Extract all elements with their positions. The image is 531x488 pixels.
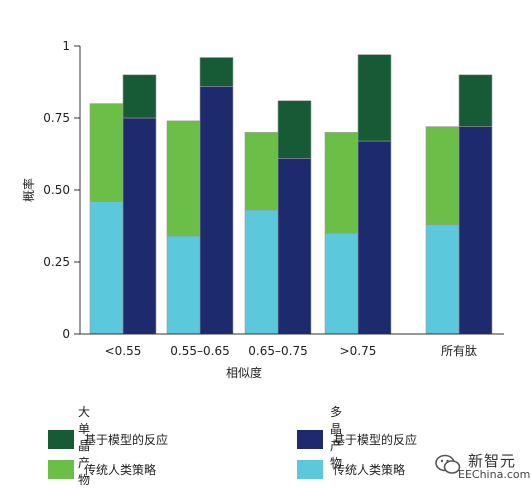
bar-segment: [458, 126, 493, 335]
legend-item-large-human: 传统人类策略: [48, 460, 156, 479]
legend-swatch: [297, 430, 323, 449]
wechat-icon: [435, 454, 461, 474]
watermark-name: 新智元: [468, 452, 517, 470]
x-tick-label: 0.65–0.75: [248, 344, 307, 358]
y-axis-title: 概率: [21, 178, 36, 202]
legend-item-large-model: 基于模型的反应: [48, 430, 168, 449]
legend-label: 基于模型的反应: [84, 433, 169, 447]
legend-item-poly-human: 传统人类策略: [297, 460, 405, 479]
x-tick-label: >0.75: [340, 344, 377, 358]
legend-title-poly-crystal: 多晶产物: [330, 405, 343, 470]
legend-swatch: [48, 460, 74, 479]
bar-segment: [324, 232, 359, 335]
legend-item-poly-model: 基于模型的反应: [297, 430, 417, 449]
bar-segment: [425, 224, 460, 335]
x-axis-title: 相似度: [226, 365, 262, 380]
bar-segment: [166, 235, 201, 335]
stacked-bar-chart: 0 0.25 0.50 0.75 1 <0.55 0.55–0.65 0.65–0.75 >0…: [21, 39, 504, 380]
legend-label: 传统人类策略: [333, 463, 406, 477]
bar-segment: [166, 120, 201, 237]
legend-swatch: [48, 430, 74, 449]
bar-segment: [122, 74, 157, 119]
bar-segment: [357, 54, 392, 142]
y-ticks: 0 0.25 0.50 0.75 1: [43, 39, 80, 341]
legend-label: 传统人类策略: [84, 463, 157, 477]
watermark: 新智元 EEChina.com: [428, 450, 531, 484]
bar-segment: [324, 132, 359, 234]
x-tick-label: 0.55–0.65: [170, 344, 229, 358]
y-tick-label: 0.50: [43, 183, 70, 197]
x-ticks: <0.55 0.55–0.65 0.65–0.75 >0.75 所有肽: [105, 343, 477, 358]
bar-segment: [89, 103, 124, 202]
y-tick-label: 0.75: [43, 111, 70, 125]
x-tick-label: 所有肽: [441, 343, 477, 358]
bar-segment: [277, 100, 312, 159]
bar-segment: [458, 74, 493, 127]
bar-segment: [199, 57, 234, 87]
x-tick-label: <0.55: [105, 344, 142, 358]
bar-segment: [277, 158, 312, 335]
bar-segment: [122, 117, 157, 335]
bar-segment: [89, 201, 124, 335]
bar-segment: [425, 126, 460, 225]
bar-segment: [199, 86, 234, 335]
bar-segment: [357, 140, 392, 335]
y-tick-label: 0.25: [43, 255, 70, 269]
legend-swatch: [297, 460, 323, 479]
bar-segment: [244, 209, 279, 335]
watermark-site: EEChina.com: [458, 468, 531, 481]
y-tick-label: 1: [62, 39, 70, 53]
legend-label: 基于模型的反应: [333, 433, 418, 447]
bar-segment: [244, 132, 279, 211]
bars-layer: [89, 54, 493, 335]
legend-title-large-crystal: 大单晶产物: [78, 405, 91, 487]
y-tick-label: 0: [62, 327, 70, 341]
